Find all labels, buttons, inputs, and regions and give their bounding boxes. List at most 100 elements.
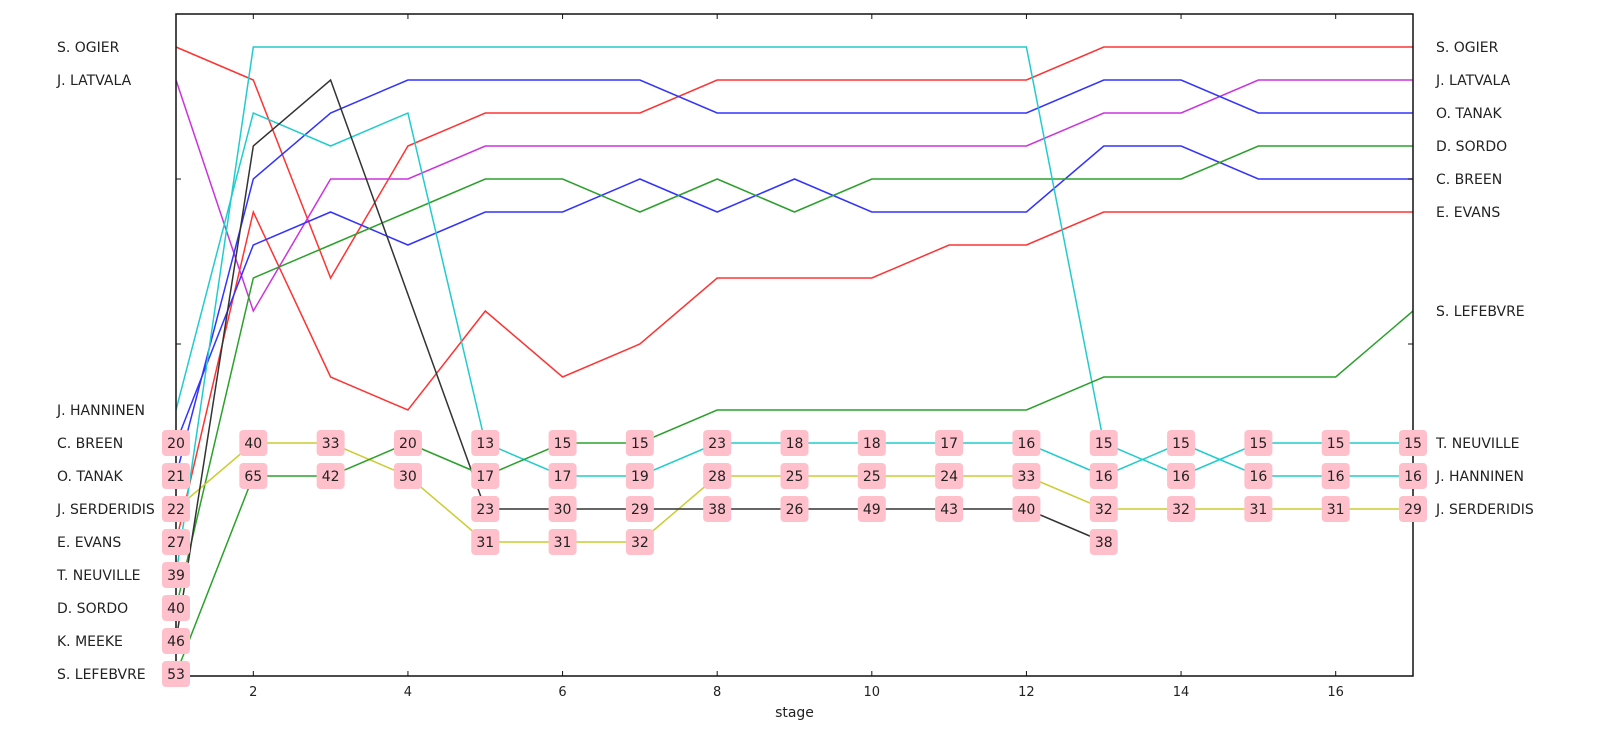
value-badge: 23 bbox=[703, 430, 732, 456]
svg-text:27: 27 bbox=[167, 535, 185, 551]
series-line bbox=[175, 209, 1413, 543]
value-badge: 38 bbox=[703, 496, 732, 522]
svg-text:18: 18 bbox=[863, 436, 881, 452]
value-badge: 31 bbox=[471, 529, 500, 555]
value-badge: 46 bbox=[162, 628, 190, 654]
series-line bbox=[175, 442, 1413, 543]
value-badge: 20 bbox=[393, 430, 422, 456]
value-badge: 33 bbox=[1012, 463, 1041, 489]
value-badge: 40 bbox=[239, 430, 268, 456]
left-driver-labels: S. OGIER J. LATVALA J. HANNINEN C. BREEN O. … bbox=[56, 40, 155, 683]
right-driver-label: O. TANAK bbox=[1436, 106, 1502, 122]
left-driver-label: T. NEUVILLE bbox=[56, 568, 141, 584]
svg-text:15: 15 bbox=[1327, 436, 1345, 452]
value-badge: 38 bbox=[1089, 529, 1118, 555]
value-badge: 32 bbox=[1089, 496, 1118, 522]
value-badge: 31 bbox=[1244, 496, 1273, 522]
svg-text:25: 25 bbox=[786, 469, 804, 485]
value-badge: 30 bbox=[393, 463, 422, 489]
value-badge: 17 bbox=[548, 463, 577, 489]
x-tick-label: 4 bbox=[404, 685, 412, 700]
value-badge: 65 bbox=[239, 463, 268, 489]
svg-text:40: 40 bbox=[167, 601, 185, 617]
value-badge: 16 bbox=[1012, 430, 1041, 456]
value-badge: 15 bbox=[548, 430, 577, 456]
svg-text:29: 29 bbox=[1404, 502, 1422, 518]
svg-text:22: 22 bbox=[167, 502, 185, 518]
svg-text:17: 17 bbox=[940, 436, 958, 452]
value-badge: 16 bbox=[1167, 463, 1196, 489]
series-line bbox=[175, 310, 1414, 675]
plot-frame bbox=[175, 13, 1414, 677]
value-badge: 33 bbox=[316, 430, 345, 456]
svg-text:16: 16 bbox=[1404, 469, 1422, 485]
value-badge: 32 bbox=[625, 529, 654, 555]
svg-text:21: 21 bbox=[167, 469, 185, 485]
left-driver-label: S. LEFEBVRE bbox=[57, 667, 146, 683]
left-driver-label: D. SORDO bbox=[57, 601, 128, 617]
svg-text:23: 23 bbox=[476, 502, 494, 518]
value-badge: 24 bbox=[935, 463, 964, 489]
svg-text:15: 15 bbox=[554, 436, 572, 452]
svg-text:33: 33 bbox=[322, 436, 340, 452]
svg-text:17: 17 bbox=[554, 469, 572, 485]
value-badge: 15 bbox=[1399, 430, 1427, 456]
value-badge: 27 bbox=[162, 529, 190, 555]
value-badge: 17 bbox=[935, 430, 964, 456]
svg-text:15: 15 bbox=[1404, 436, 1422, 452]
svg-text:16: 16 bbox=[1327, 469, 1345, 485]
right-driver-label: S. LEFEBVRE bbox=[1436, 304, 1525, 320]
right-driver-label: J. SERDERIDIS bbox=[1435, 502, 1534, 518]
series-line bbox=[175, 145, 1413, 444]
svg-text:24: 24 bbox=[940, 469, 958, 485]
value-badge: 15 bbox=[1089, 430, 1118, 456]
x-tick-label: 10 bbox=[864, 685, 881, 700]
series-line bbox=[175, 79, 1413, 313]
right-driver-label: J. LATVALA bbox=[1435, 73, 1511, 89]
svg-text:46: 46 bbox=[167, 634, 185, 650]
x-tick-label: 2 bbox=[249, 685, 257, 700]
value-badge: 31 bbox=[1321, 496, 1350, 522]
svg-text:33: 33 bbox=[1018, 469, 1036, 485]
value-badge: 23 bbox=[471, 496, 500, 522]
svg-text:38: 38 bbox=[708, 502, 726, 518]
left-driver-label: S. OGIER bbox=[57, 40, 120, 56]
svg-text:31: 31 bbox=[1327, 502, 1345, 518]
svg-text:32: 32 bbox=[631, 535, 649, 551]
right-driver-label: T. NEUVILLE bbox=[1435, 436, 1520, 452]
x-tick-label: 6 bbox=[558, 685, 566, 700]
svg-text:17: 17 bbox=[476, 469, 494, 485]
svg-text:16: 16 bbox=[1249, 469, 1267, 485]
svg-text:42: 42 bbox=[322, 469, 340, 485]
svg-text:16: 16 bbox=[1018, 436, 1036, 452]
value-badge: 15 bbox=[1321, 430, 1350, 456]
value-badge: 21 bbox=[162, 463, 190, 489]
value-badge: 43 bbox=[935, 496, 964, 522]
right-driver-label: C. BREEN bbox=[1436, 172, 1502, 188]
svg-text:39: 39 bbox=[167, 568, 185, 584]
svg-text:13: 13 bbox=[476, 436, 494, 452]
value-badge: 31 bbox=[548, 529, 577, 555]
series-line bbox=[175, 78, 1105, 642]
x-tick-label: 12 bbox=[1018, 685, 1035, 700]
svg-text:25: 25 bbox=[863, 469, 881, 485]
svg-text:28: 28 bbox=[708, 469, 726, 485]
series-lines bbox=[175, 46, 1414, 675]
svg-text:26: 26 bbox=[786, 502, 804, 518]
value-badge: 16 bbox=[1321, 463, 1350, 489]
value-badge: 19 bbox=[625, 463, 654, 489]
svg-text:19: 19 bbox=[631, 469, 649, 485]
svg-text:40: 40 bbox=[1018, 502, 1036, 518]
svg-text:16: 16 bbox=[1172, 469, 1190, 485]
svg-text:32: 32 bbox=[1095, 502, 1113, 518]
x-axis-label: stage bbox=[775, 705, 814, 721]
svg-text:65: 65 bbox=[244, 469, 262, 485]
value-badge: 13 bbox=[471, 430, 500, 456]
left-driver-label: J. LATVALA bbox=[56, 73, 132, 89]
svg-text:30: 30 bbox=[554, 502, 572, 518]
svg-text:31: 31 bbox=[476, 535, 494, 551]
svg-text:31: 31 bbox=[554, 535, 572, 551]
value-badge: 40 bbox=[1012, 496, 1041, 522]
value-badge: 25 bbox=[780, 463, 809, 489]
value-badge: 49 bbox=[857, 496, 886, 522]
